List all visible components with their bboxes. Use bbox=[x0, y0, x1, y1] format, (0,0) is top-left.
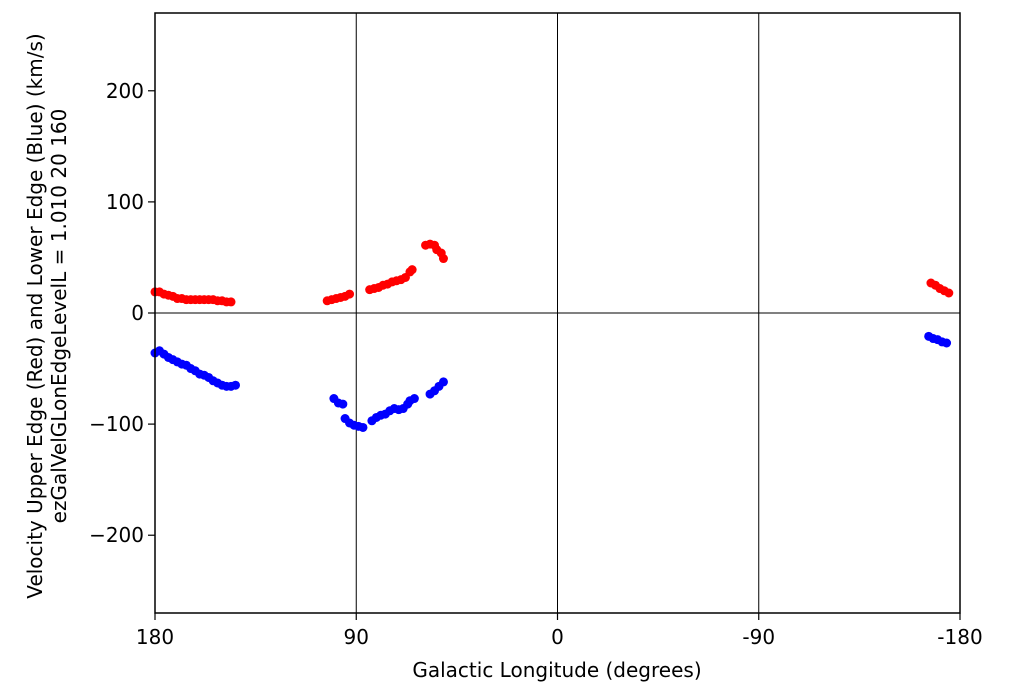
data-point bbox=[226, 297, 236, 307]
x-tick-label: -180 bbox=[937, 625, 982, 649]
data-point bbox=[358, 422, 368, 432]
data-points bbox=[150, 239, 954, 432]
data-point bbox=[338, 399, 348, 409]
reference-lines bbox=[155, 13, 960, 613]
data-point bbox=[231, 380, 240, 390]
y-axis-label-line1: Velocity Upper Edge (Red) and Lower Edge… bbox=[23, 33, 47, 598]
x-tick-label: 0 bbox=[551, 625, 564, 649]
y-axis-label-line2: ezGalVelGLonEdgeLevelL = 1.010 20 160 bbox=[47, 109, 71, 524]
data-point bbox=[438, 254, 448, 264]
data-point bbox=[407, 265, 417, 275]
y-tick-label: −100 bbox=[89, 412, 144, 436]
x-tick-label: -90 bbox=[742, 625, 775, 649]
data-point bbox=[438, 377, 448, 387]
y-tick-label: 0 bbox=[131, 301, 144, 325]
data-point bbox=[345, 289, 355, 299]
data-point bbox=[942, 338, 952, 348]
y-tick-label: 100 bbox=[106, 190, 144, 214]
data-point bbox=[944, 288, 954, 298]
y-tick-label: −200 bbox=[89, 523, 144, 547]
y-tick-label: 200 bbox=[106, 79, 144, 103]
x-axis-ticks: 180 90 0 -90 -180 bbox=[136, 613, 983, 649]
x-axis-label: Galactic Longitude (degrees) bbox=[412, 658, 701, 682]
x-tick-label: 90 bbox=[344, 625, 369, 649]
y-axis-ticks: 200 100 0 −100 −200 bbox=[89, 79, 155, 547]
data-point bbox=[409, 394, 419, 404]
x-tick-label: 180 bbox=[136, 625, 174, 649]
